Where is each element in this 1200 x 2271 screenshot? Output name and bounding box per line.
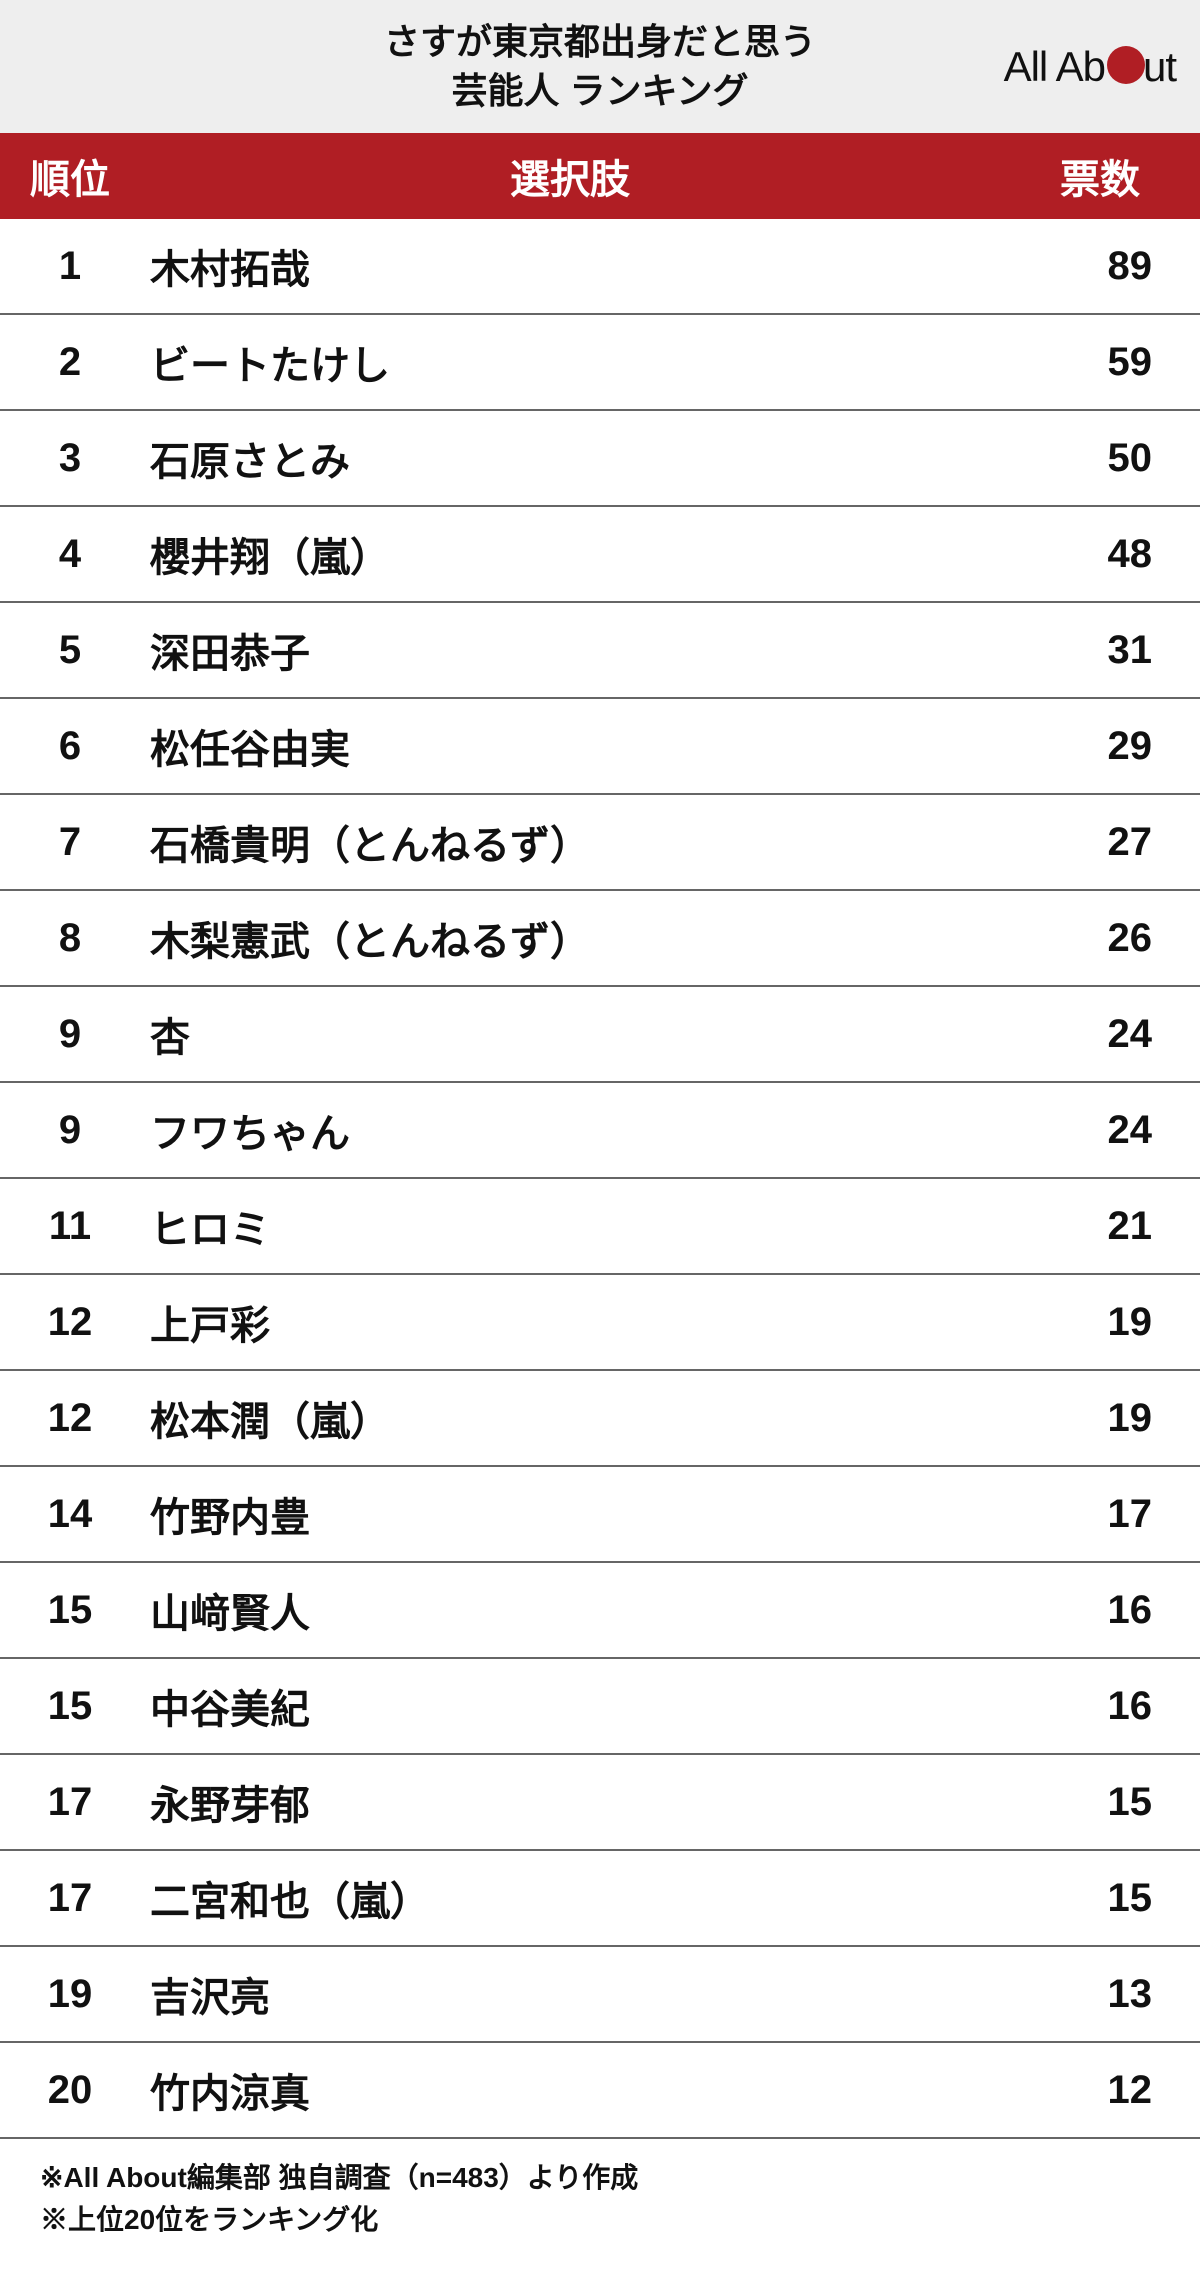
cell-name: 石橋貴明（とんねるず） <box>140 813 1000 871</box>
cell-name: 木村拓哉 <box>140 237 1000 295</box>
header-rank: 順位 <box>0 147 140 205</box>
table-row: 12松本潤（嵐）19 <box>0 1371 1200 1467</box>
footnotes: ※All About編集部 独自調査（n=483）より作成 ※上位20位をランキ… <box>0 2139 1200 2271</box>
cell-rank: 3 <box>0 436 140 481</box>
cell-votes: 48 <box>1000 532 1200 577</box>
cell-rank: 6 <box>0 724 140 769</box>
allabout-logo: All Ab ut <box>1004 43 1176 91</box>
cell-votes: 12 <box>1000 2068 1200 2113</box>
cell-rank: 5 <box>0 628 140 673</box>
cell-name: 深田恭子 <box>140 621 1000 679</box>
cell-rank: 1 <box>0 244 140 289</box>
table-row: 8木梨憲武（とんねるず）26 <box>0 891 1200 987</box>
cell-votes: 24 <box>1000 1012 1200 1057</box>
cell-votes: 27 <box>1000 820 1200 865</box>
cell-votes: 29 <box>1000 724 1200 769</box>
title-line-2: 芸能人 ランキング <box>452 70 749 111</box>
footnote-line: ※All About編集部 独自調査（n=483）より作成 <box>40 2157 1160 2199</box>
cell-name: 永野芽郁 <box>140 1773 1000 1831</box>
cell-name: 中谷美紀 <box>140 1677 1000 1735</box>
cell-rank: 9 <box>0 1108 140 1153</box>
cell-name: 石原さとみ <box>140 429 1000 487</box>
cell-rank: 9 <box>0 1012 140 1057</box>
cell-votes: 59 <box>1000 340 1200 385</box>
cell-votes: 17 <box>1000 1492 1200 1537</box>
cell-rank: 14 <box>0 1492 140 1537</box>
cell-name: 上戸彩 <box>140 1293 1000 1351</box>
cell-name: 吉沢亮 <box>140 1965 1000 2023</box>
table-row: 17永野芽郁15 <box>0 1755 1200 1851</box>
cell-rank: 12 <box>0 1300 140 1345</box>
cell-name: 松本潤（嵐） <box>140 1389 1000 1447</box>
table-row: 14竹野内豊17 <box>0 1467 1200 1563</box>
cell-rank: 4 <box>0 532 140 577</box>
cell-name: 二宮和也（嵐） <box>140 1869 1000 1927</box>
cell-name: 竹野内豊 <box>140 1485 1000 1543</box>
header-name: 選択肢 <box>140 147 1000 205</box>
table-row: 1木村拓哉89 <box>0 219 1200 315</box>
cell-rank: 12 <box>0 1396 140 1441</box>
table-row: 19吉沢亮13 <box>0 1947 1200 2043</box>
table-header: 順位 選択肢 票数 <box>0 133 1200 219</box>
cell-rank: 11 <box>0 1204 140 1249</box>
table-row: 9杏24 <box>0 987 1200 1083</box>
cell-votes: 16 <box>1000 1588 1200 1633</box>
cell-votes: 24 <box>1000 1108 1200 1153</box>
cell-name: 木梨憲武（とんねるず） <box>140 909 1000 967</box>
table-body: 1木村拓哉892ビートたけし593石原さとみ504櫻井翔（嵐）485深田恭子31… <box>0 219 1200 2139</box>
cell-rank: 17 <box>0 1780 140 1825</box>
logo-text-right: ut <box>1143 43 1176 91</box>
cell-votes: 50 <box>1000 436 1200 481</box>
cell-votes: 19 <box>1000 1396 1200 1441</box>
header-votes: 票数 <box>1000 147 1200 205</box>
footnote-line: ※上位20位をランキング化 <box>40 2199 1160 2241</box>
cell-rank: 15 <box>0 1588 140 1633</box>
cell-name: 杏 <box>140 1005 1000 1063</box>
cell-votes: 15 <box>1000 1780 1200 1825</box>
table-row: 15中谷美紀16 <box>0 1659 1200 1755</box>
cell-rank: 2 <box>0 340 140 385</box>
title-bar: さすが東京都出身だと思う 芸能人 ランキング All Ab ut <box>0 0 1200 133</box>
cell-votes: 21 <box>1000 1204 1200 1249</box>
cell-rank: 19 <box>0 1972 140 2017</box>
table-row: 6松任谷由実29 <box>0 699 1200 795</box>
cell-votes: 89 <box>1000 244 1200 289</box>
title-line-1: さすが東京都出身だと思う <box>384 21 816 62</box>
table-row: 12上戸彩19 <box>0 1275 1200 1371</box>
cell-rank: 7 <box>0 820 140 865</box>
table-row: 15山﨑賢人16 <box>0 1563 1200 1659</box>
table-row: 9フワちゃん24 <box>0 1083 1200 1179</box>
cell-votes: 15 <box>1000 1876 1200 1921</box>
cell-name: 竹内涼真 <box>140 2061 1000 2119</box>
table-row: 2ビートたけし59 <box>0 315 1200 411</box>
table-row: 3石原さとみ50 <box>0 411 1200 507</box>
table-row: 4櫻井翔（嵐）48 <box>0 507 1200 603</box>
cell-rank: 20 <box>0 2068 140 2113</box>
cell-votes: 26 <box>1000 916 1200 961</box>
cell-name: ビートたけし <box>140 333 1000 391</box>
cell-name: 松任谷由実 <box>140 717 1000 775</box>
table-row: 11ヒロミ21 <box>0 1179 1200 1275</box>
cell-votes: 16 <box>1000 1684 1200 1729</box>
logo-dot-icon <box>1107 46 1145 84</box>
table-row: 7石橋貴明（とんねるず）27 <box>0 795 1200 891</box>
cell-votes: 31 <box>1000 628 1200 673</box>
cell-votes: 19 <box>1000 1300 1200 1345</box>
cell-name: 櫻井翔（嵐） <box>140 525 1000 583</box>
cell-rank: 17 <box>0 1876 140 1921</box>
cell-rank: 15 <box>0 1684 140 1729</box>
cell-name: フワちゃん <box>140 1101 1000 1159</box>
cell-name: 山﨑賢人 <box>140 1581 1000 1639</box>
logo-text-left: All Ab <box>1004 43 1105 91</box>
table-row: 5深田恭子31 <box>0 603 1200 699</box>
cell-rank: 8 <box>0 916 140 961</box>
cell-name: ヒロミ <box>140 1197 1000 1255</box>
table-row: 20竹内涼真12 <box>0 2043 1200 2139</box>
cell-votes: 13 <box>1000 1972 1200 2017</box>
table-row: 17二宮和也（嵐）15 <box>0 1851 1200 1947</box>
